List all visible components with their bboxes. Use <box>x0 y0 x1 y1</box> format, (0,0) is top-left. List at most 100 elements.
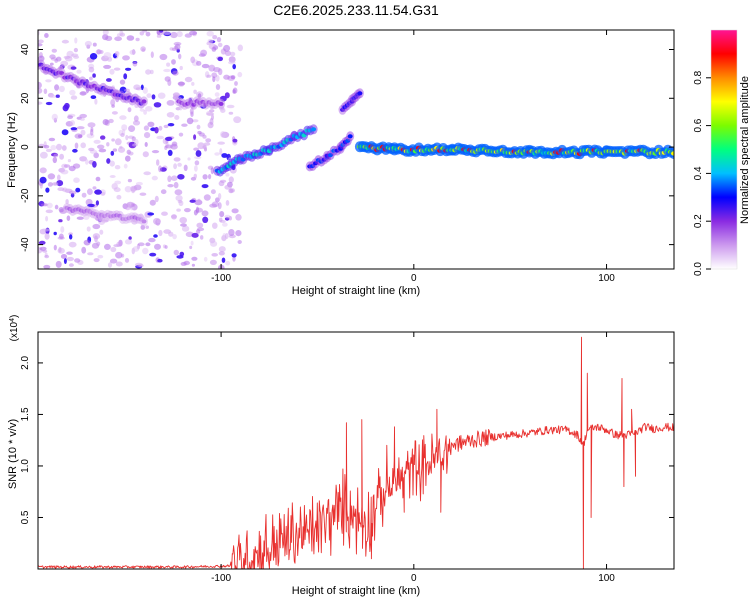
noise-speck <box>143 109 148 115</box>
noise-speck <box>157 258 163 263</box>
noise-speck <box>194 156 202 160</box>
noise-speck <box>83 239 91 246</box>
noise-speck <box>145 242 151 247</box>
noise-speck <box>79 91 87 96</box>
noise-speck <box>114 138 122 146</box>
noise-speck <box>73 55 80 59</box>
noise-speck <box>234 81 238 86</box>
noise-speck <box>132 246 140 252</box>
noise-speck <box>45 187 50 193</box>
noise-speck <box>159 53 168 61</box>
snr-y-tick-label: 1.0 <box>20 459 31 473</box>
noise-speck <box>127 178 132 183</box>
noise-speck <box>195 206 200 214</box>
noise-speck <box>224 233 229 239</box>
noise-speck <box>211 46 217 52</box>
noise-speck <box>197 198 201 202</box>
noise-speck <box>87 188 93 195</box>
noise-speck <box>72 148 78 153</box>
noise-speck <box>157 92 166 99</box>
noise-speck <box>133 115 139 122</box>
noise-speck <box>165 136 173 141</box>
noise-speck <box>100 135 106 140</box>
noise-speck <box>219 148 223 155</box>
noise-speck <box>81 192 87 198</box>
noise-speck <box>38 101 43 105</box>
noise-speck <box>56 143 62 151</box>
figure-title: C2E6.2025.233.11.54.G31 <box>273 2 439 18</box>
noise-speck <box>52 156 57 164</box>
spectrogram-x-label: Height of straight line (km) <box>292 285 420 297</box>
noise-speck <box>189 30 198 36</box>
noise-speck <box>120 133 125 137</box>
noise-speck <box>68 190 77 195</box>
spectrogram-y-tick-label: 0 <box>20 144 31 150</box>
noise-speck <box>128 125 136 132</box>
noise-speck <box>153 102 162 108</box>
noise-speck <box>149 69 154 75</box>
snr-multiplier-base: (x10 <box>9 321 20 341</box>
noise-speck <box>54 204 59 210</box>
noise-speck <box>124 186 132 193</box>
noise-speck <box>45 215 49 222</box>
noise-speck <box>106 158 111 164</box>
noise-speck <box>208 174 212 180</box>
noise-speck <box>127 107 132 113</box>
noise-speck <box>176 208 181 212</box>
noise-speck <box>110 150 115 156</box>
noise-speck <box>201 63 210 69</box>
noise-speck <box>167 184 174 188</box>
noise-speck <box>183 164 188 171</box>
noise-speck <box>217 42 223 48</box>
noise-speck <box>86 226 91 232</box>
noise-speck <box>84 40 92 47</box>
noise-speck <box>147 121 155 128</box>
noise-speck <box>132 120 141 126</box>
noise-speck <box>103 64 112 69</box>
spectrogram-track-faint-upper-line <box>38 59 148 109</box>
noise-speck <box>46 202 53 209</box>
noise-speck <box>149 199 156 206</box>
noise-speck <box>76 216 84 220</box>
noise-speck <box>114 51 120 57</box>
noise-speck <box>144 132 151 139</box>
noise-speck <box>208 64 216 72</box>
noise-speck <box>94 189 102 195</box>
snr-x-tick-label: 0 <box>411 573 417 584</box>
snr-y-tick-label: 2.0 <box>20 356 31 370</box>
noise-speck <box>111 111 118 115</box>
noise-speck <box>99 229 104 235</box>
noise-speck <box>215 84 221 90</box>
noise-speck <box>203 194 211 201</box>
noise-speck <box>66 215 71 221</box>
noise-speck <box>61 145 67 151</box>
noise-speck <box>115 251 123 259</box>
noise-speck <box>176 31 183 38</box>
noise-speck <box>104 243 111 250</box>
snr-x-tick-label: 100 <box>598 573 615 584</box>
noise-speck <box>49 62 54 66</box>
noise-speck <box>45 79 52 83</box>
noise-speck <box>111 138 115 142</box>
noise-speck <box>214 92 220 97</box>
noise-speck <box>172 70 179 76</box>
noise-speck <box>158 229 163 237</box>
spectrogram-frame <box>37 29 675 270</box>
noise-speck <box>119 115 127 120</box>
noise-speck <box>219 211 225 218</box>
noise-speck <box>164 144 173 149</box>
noise-speck <box>45 148 52 153</box>
noise-speck <box>231 253 237 258</box>
noise-speck <box>237 240 242 244</box>
noise-speck <box>167 123 175 127</box>
spectrogram-y-tick-label: -40 <box>20 237 31 252</box>
noise-speck <box>60 226 65 233</box>
track-core <box>141 99 147 104</box>
noise-speck <box>154 195 159 203</box>
noise-speck <box>147 212 155 216</box>
noise-speck <box>64 102 70 110</box>
noise-speck <box>43 88 48 95</box>
noise-speck <box>116 241 122 247</box>
noise-speck <box>73 47 78 53</box>
noise-speck <box>98 220 105 226</box>
